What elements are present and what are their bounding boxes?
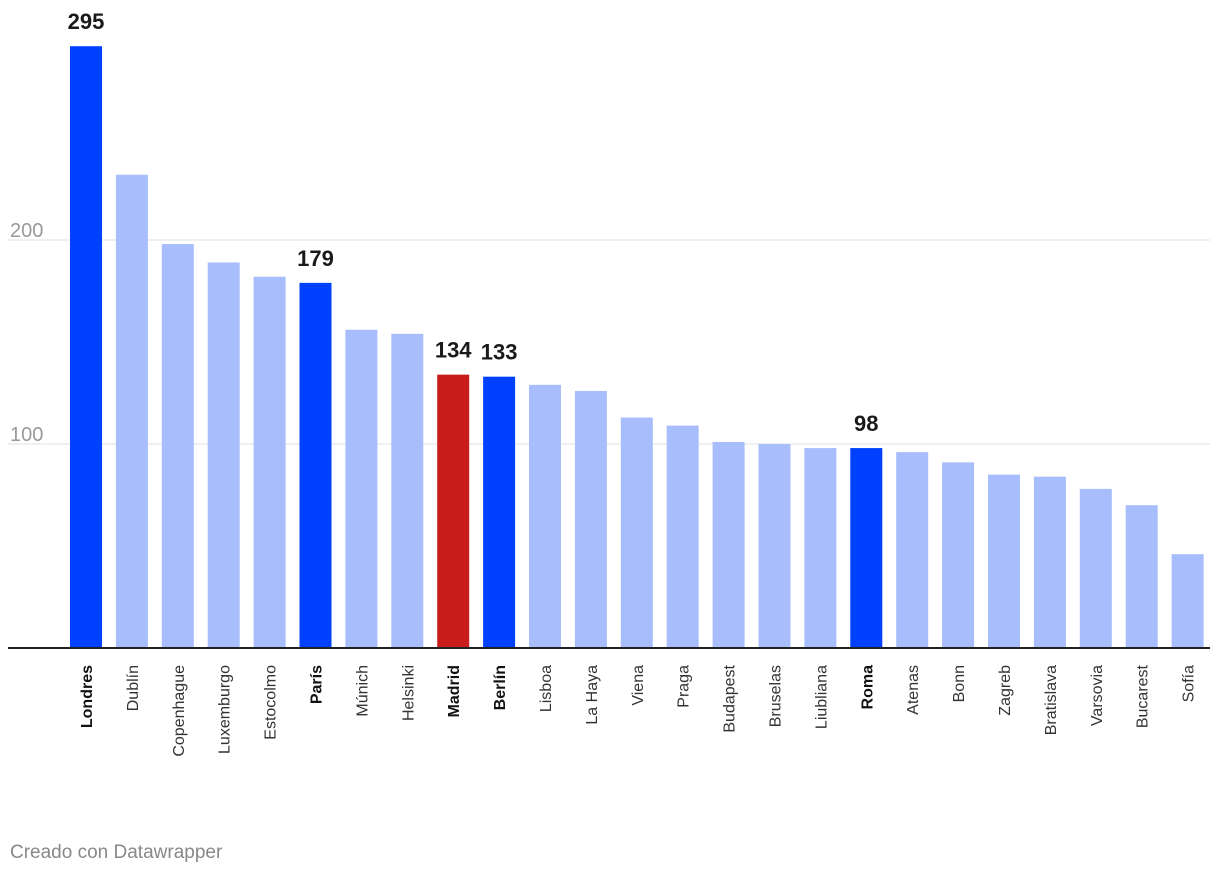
- category-label-viena: Viena: [630, 665, 647, 706]
- category-label-praga: Praga: [676, 665, 693, 708]
- category-label-lisboa: Lisboa: [538, 665, 555, 712]
- category-label-atenas: Atenas: [905, 665, 922, 715]
- category-label-luxemburgo: Luxemburgo: [217, 665, 234, 754]
- category-label-bonn: Bonn: [951, 665, 968, 702]
- category-label-bucarest: Bucarest: [1135, 664, 1152, 728]
- category-label-bratislava: Bratislava: [1043, 665, 1060, 735]
- bar-atenas: [896, 452, 929, 648]
- data-label-roma: 98: [854, 411, 878, 436]
- bar-lisboa: [529, 384, 561, 648]
- category-label-paris: París: [309, 665, 326, 704]
- category-label-helsinki: Helsinki: [400, 665, 417, 721]
- data-label-paris: 179: [297, 246, 334, 271]
- category-label-londres: Londres: [79, 665, 96, 728]
- bar-luxemburgo: [207, 262, 240, 648]
- y-tick-label-200: 200: [10, 220, 43, 242]
- bar-copenhague: [161, 244, 194, 648]
- bar-estocolmo: [253, 276, 286, 648]
- category-label-munich: Múnich: [354, 665, 371, 717]
- bar-bratislava: [1033, 476, 1066, 648]
- bar-roma: [850, 448, 883, 648]
- category-label-madrid: Madrid: [446, 665, 463, 717]
- credit-text[interactable]: Creado con Datawrapper: [10, 842, 223, 863]
- category-label-la-haya: La Haya: [584, 665, 601, 725]
- bar-liubliana: [804, 448, 837, 648]
- category-label-estocolmo: Estocolmo: [263, 665, 280, 740]
- bar-bucarest: [1125, 505, 1158, 648]
- bar-budapest: [712, 441, 745, 648]
- data-label-londres: 295: [68, 9, 105, 34]
- data-label-madrid: 134: [435, 338, 472, 363]
- bar-praga: [666, 425, 699, 648]
- bar-sofia: [1171, 554, 1204, 648]
- bar-londres: [70, 46, 102, 648]
- bar-bonn: [942, 462, 975, 648]
- bar-munich: [345, 329, 378, 648]
- bar-helsinki: [391, 333, 424, 648]
- bar-madrid: [437, 374, 470, 648]
- bar-bruselas: [758, 444, 791, 648]
- bar-paris: [299, 282, 332, 648]
- category-label-sofia: Sofía: [1181, 665, 1198, 702]
- y-tick-label-100: 100: [10, 424, 43, 446]
- category-label-varsovia: Varsovia: [1089, 665, 1106, 726]
- bar-berlin: [483, 376, 516, 648]
- category-label-copenhague: Copenhague: [171, 665, 188, 757]
- category-label-zagreb: Zagreb: [997, 665, 1014, 716]
- category-label-dublin: Dublín: [125, 665, 142, 711]
- category-label-berlin: Berlín: [492, 665, 509, 710]
- bar-la-haya: [574, 390, 607, 648]
- category-label-roma: Roma: [859, 665, 876, 710]
- category-label-budapest: Budapest: [722, 664, 739, 732]
- bar-dublin: [115, 174, 148, 648]
- category-label-bruselas: Bruselas: [768, 665, 785, 727]
- category-label-liubliana: Liubliana: [813, 665, 830, 729]
- bar-varsovia: [1079, 488, 1112, 648]
- data-label-berlin: 133: [481, 340, 518, 365]
- bar-viena: [620, 417, 653, 648]
- bar-zagreb: [988, 474, 1020, 648]
